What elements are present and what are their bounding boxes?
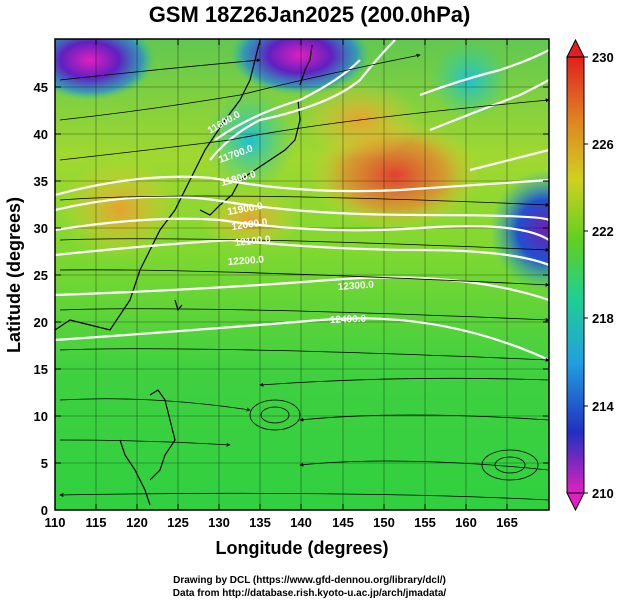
x-tick-label: 110	[45, 515, 66, 530]
colorbar-tick-label: 210	[592, 486, 614, 501]
y-tick-label: 15	[34, 362, 48, 377]
y-tick-label: 45	[34, 80, 48, 95]
y-tick-label: 35	[34, 174, 48, 189]
y-tick-label: 10	[34, 409, 48, 424]
y-axis-title: Latitude (degrees)	[4, 197, 24, 353]
colorbar-tick-label: 226	[592, 137, 614, 152]
temperature-shading	[55, 39, 549, 510]
x-tick-label: 155	[414, 515, 436, 530]
x-tick-label: 120	[126, 515, 148, 530]
colorbar-tick-label: 222	[592, 224, 614, 239]
x-tick-label: 130	[208, 515, 230, 530]
colorbar: 230 226 222 218 214 210	[566, 38, 614, 512]
colorbar-tick-label: 214	[592, 399, 614, 414]
y-tick-label: 40	[34, 127, 48, 142]
x-tick-label: 165	[496, 515, 518, 530]
contour-labels: 11600.0 11700.0 11800.0 11900.0 12000.0 …	[206, 109, 375, 326]
credits: Drawing by DCL (https://www.gfd-dennou.o…	[0, 574, 619, 600]
colorbar-max-arrow	[566, 38, 585, 58]
x-axis-title: Longitude (degrees)	[215, 538, 388, 558]
x-axis-ticks	[54, 39, 550, 510]
x-tick-label: 145	[332, 515, 354, 530]
x-tick-label: 160	[455, 515, 477, 530]
x-axis-labels: 110 115 120 125 130 135 140 145 150 155 …	[45, 515, 518, 530]
colorbar-min-arrow	[566, 492, 585, 512]
contour-label: 12300.0	[337, 279, 374, 293]
x-tick-label: 125	[167, 515, 189, 530]
x-tick-label: 115	[86, 515, 107, 530]
chart-title: GSM 18Z26Jan2025 (200.0hPa)	[148, 2, 471, 27]
y-tick-label: 20	[34, 315, 48, 330]
colorbar-tick-label: 230	[592, 50, 614, 65]
y-tick-label: 30	[34, 221, 48, 236]
y-axis-ticks	[55, 86, 549, 511]
contour-label: 12200.0	[227, 254, 264, 268]
height-contours	[55, 39, 549, 361]
y-axis-labels: 0 5 10 15 20 25 30 35 40 45	[34, 80, 48, 518]
x-tick-label: 135	[249, 515, 271, 530]
y-tick-label: 0	[41, 503, 48, 518]
contour-label: 12400.0	[330, 314, 367, 326]
credit-line: Drawing by DCL (https://www.gfd-dennou.o…	[173, 575, 446, 586]
colorbar-tick-label: 218	[592, 311, 614, 326]
contour-label: 12100.0	[234, 234, 272, 249]
wind-streamlines	[59, 53, 549, 501]
x-tick-label: 150	[373, 515, 395, 530]
y-tick-label: 5	[41, 456, 48, 471]
contour-label: 12000.0	[231, 217, 269, 233]
y-tick-label: 25	[34, 268, 48, 283]
credit-line: Data from http://database.rish.kyoto-u.a…	[172, 588, 447, 599]
coastlines	[55, 39, 313, 506]
x-tick-label: 140	[290, 515, 312, 530]
